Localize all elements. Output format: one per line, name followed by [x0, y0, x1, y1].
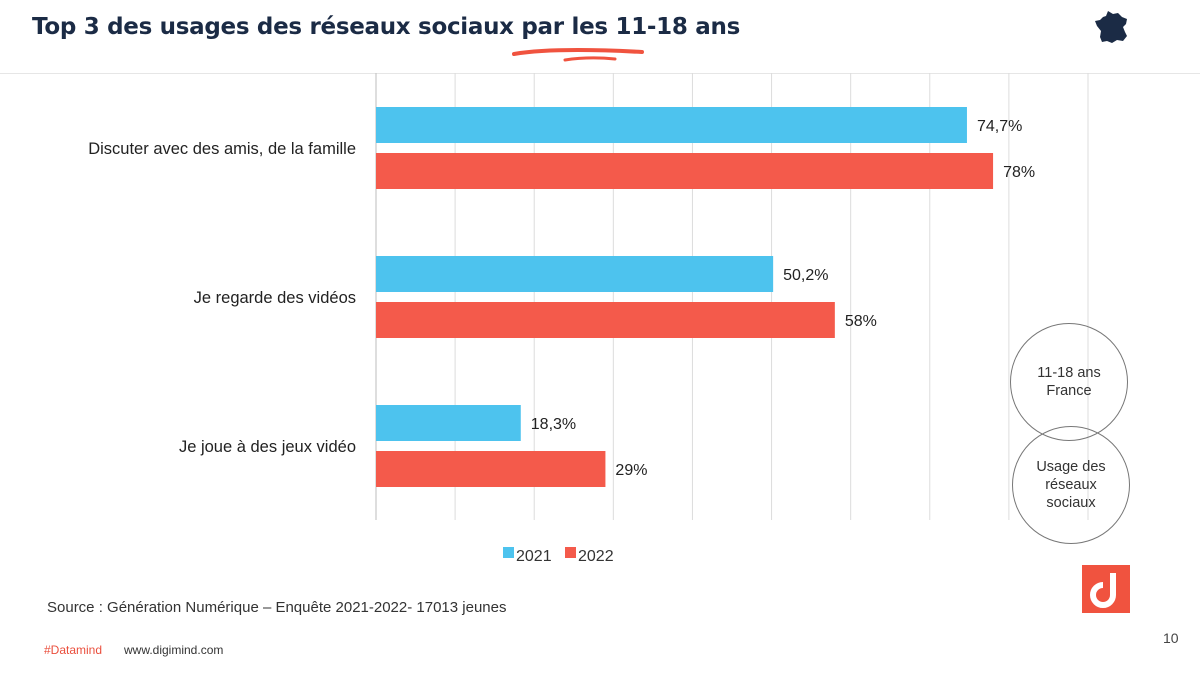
- legend-label: 2022: [578, 548, 614, 565]
- topic-badge: Usage des réseaux sociaux: [1012, 426, 1130, 544]
- scope-badge: 11-18 ans France: [1010, 323, 1128, 441]
- title-underline: [512, 48, 644, 62]
- data-label: 50,2%: [783, 267, 828, 284]
- website-link[interactable]: www.digimind.com: [124, 643, 224, 657]
- bar-2022: [376, 451, 606, 487]
- data-label: 29%: [615, 462, 647, 479]
- topic-badge-label: Usage des réseaux sociaux: [1036, 459, 1106, 511]
- legend-label: 2021: [516, 548, 552, 565]
- category-label: Discuter avec des amis, de la famille: [88, 140, 356, 158]
- bar-2022: [376, 302, 835, 338]
- digimind-logo-icon: [1082, 565, 1130, 613]
- hashtag: #Datamind: [44, 643, 103, 657]
- data-label: 18,3%: [531, 416, 576, 433]
- bar-2022: [376, 153, 994, 189]
- category-label: Je regarde des vidéos: [194, 289, 356, 307]
- legend-swatch-2021: [503, 547, 514, 558]
- data-label: 74,7%: [977, 118, 1022, 135]
- page-title: Top 3 des usages des réseaux sociaux par…: [32, 14, 740, 40]
- category-label: Je joue à des jeux vidéo: [179, 438, 356, 456]
- data-label: 78%: [1003, 164, 1035, 181]
- france-map-icon: [1095, 11, 1127, 43]
- bar-2021: [376, 256, 774, 292]
- header-divider: [0, 73, 1200, 74]
- data-label: 58%: [845, 313, 877, 330]
- page-number: 10: [1163, 630, 1179, 646]
- legend-swatch-2022: [565, 547, 576, 558]
- source-note: Source : Génération Numérique – Enquête …: [47, 599, 507, 616]
- scope-badge-label: 11-18 ans France: [1037, 365, 1101, 399]
- bar-2021: [376, 405, 521, 441]
- bar-2021: [376, 107, 967, 143]
